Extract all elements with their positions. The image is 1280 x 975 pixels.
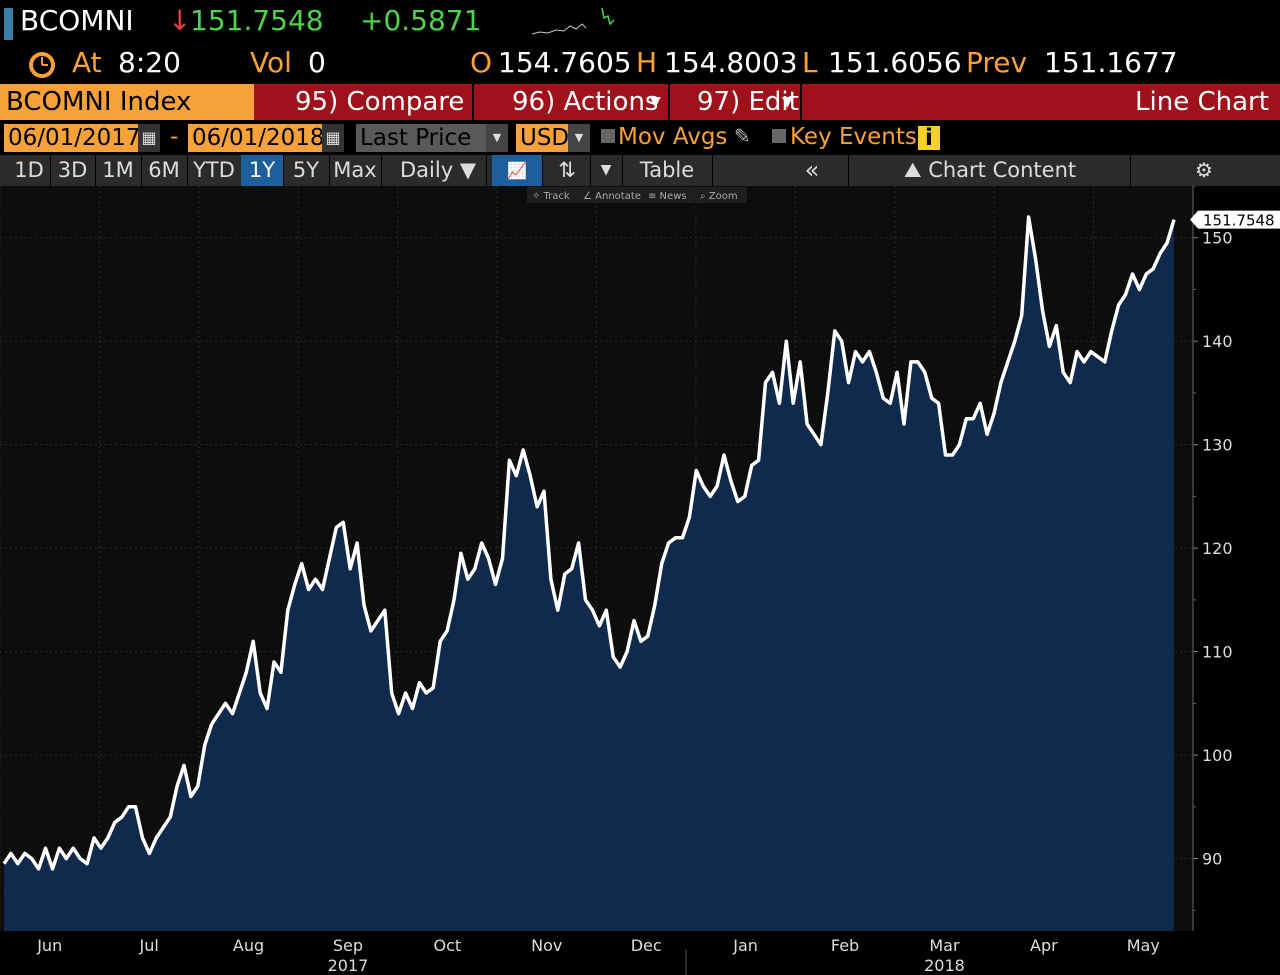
pencil-icon[interactable]: ✎ xyxy=(734,124,751,148)
collapse-icon[interactable]: « xyxy=(776,155,849,186)
frequency-select[interactable]: Daily ▼ xyxy=(390,155,487,186)
ticker-bar: BCOMNI ↓ 151.7548 +0.5871 xyxy=(0,0,1280,46)
range-button-1y[interactable]: 1Y xyxy=(241,155,284,186)
y-tick-label: 90 xyxy=(1202,850,1222,869)
chart-tool-annotate[interactable]: ∠ Annotate xyxy=(583,191,641,202)
last-value-label: 151.7548 xyxy=(1203,212,1275,230)
security-marker xyxy=(4,8,13,40)
chart-tool-zoom[interactable]: ⌕ Zoom xyxy=(700,191,738,202)
volume: 0 xyxy=(308,46,326,79)
chart-tool-news[interactable]: ≡ News xyxy=(648,191,687,202)
settings-icon[interactable]: ⚙ xyxy=(1195,158,1213,182)
last-value-marker xyxy=(1190,210,1280,229)
controls-bar: 06/01/2017 ▦ - 06/01/2018 ▦ Last Price ▼… xyxy=(0,121,1280,155)
x-tick-label: Sep xyxy=(333,936,363,955)
range-button-max[interactable]: Max xyxy=(329,155,382,186)
prev-price: 151.1677 xyxy=(1044,46,1178,79)
end-date-field[interactable]: 06/01/2018 xyxy=(188,124,325,152)
price-chart[interactable]: 90 100 110 120 130 140 150 Jun Jul Aug Sep Oct Nov D… xyxy=(0,186,1280,975)
edit-dropdown-icon: ▼ xyxy=(782,94,793,110)
high-label: H xyxy=(636,46,658,79)
x-tick-label: Apr xyxy=(1030,936,1058,955)
range-button-6m[interactable]: 6M xyxy=(141,155,188,186)
chart-tool-track[interactable]: ✧ Track xyxy=(532,191,570,202)
menu-divider xyxy=(668,84,670,120)
price-line xyxy=(2,215,1176,871)
menu-divider xyxy=(800,84,802,120)
low-price: 151.6056 xyxy=(828,46,962,79)
compare-button[interactable]: 95) Compare xyxy=(295,87,465,117)
mov-avgs-label[interactable]: Mov Avgs xyxy=(618,124,728,150)
calendar-icon[interactable]: ▦ xyxy=(138,124,160,152)
y-tick-label: 140 xyxy=(1202,332,1233,351)
menu-bar: BCOMNI Index 95) Compare 96) Actions ▼ 9… xyxy=(0,84,1280,120)
chart-style-dropdown-icon[interactable]: ▼ xyxy=(590,155,623,186)
field-dropdown-icon[interactable]: ▼ xyxy=(486,124,508,152)
chart-content-button[interactable]: ⛰ Chart Content xyxy=(850,155,1131,186)
sparkline-icon xyxy=(531,7,615,35)
x-tick-label: Jun xyxy=(36,936,62,955)
last-price: 151.7548 xyxy=(190,4,324,37)
mov-avgs-checkbox[interactable] xyxy=(601,129,615,143)
currency-dropdown-icon[interactable]: ▼ xyxy=(568,124,590,152)
date-separator: - xyxy=(170,124,179,150)
y-tick-label: 150 xyxy=(1202,229,1233,248)
x-tick-label: Jul xyxy=(138,936,158,955)
start-date-field[interactable]: 06/01/2017 xyxy=(4,124,141,152)
open-price: 154.7605 xyxy=(498,46,632,79)
y-tick-label: 100 xyxy=(1202,746,1233,765)
chart-type-title: Line Chart xyxy=(1135,87,1269,117)
line-chart-icon[interactable]: 📈 xyxy=(492,155,543,186)
net-change: +0.5871 xyxy=(360,4,482,37)
y-tick-label: 120 xyxy=(1202,539,1233,558)
year-label: 2017 xyxy=(328,956,369,975)
range-button-ytd[interactable]: YTD xyxy=(187,155,242,186)
actions-dropdown-icon: ▼ xyxy=(650,94,661,110)
x-tick-label: Aug xyxy=(233,936,264,955)
chart-style-icon[interactable]: ⇅ xyxy=(544,155,591,186)
y-tick-label: 110 xyxy=(1202,643,1233,662)
actions-button[interactable]: 96) Actions xyxy=(512,87,659,117)
ticker-symbol[interactable]: BCOMNI xyxy=(20,4,134,37)
calendar-icon[interactable]: ▦ xyxy=(322,124,344,152)
range-toolbar: 1D 3D 1M 6M YTD 1Y 5Y Max Daily ▼ 📈 ⇅ ▼ Table «⛰ Char… xyxy=(0,155,1280,186)
range-button-1m[interactable]: 1M xyxy=(95,155,142,186)
menu-divider xyxy=(472,84,474,120)
x-tick-label: Oct xyxy=(434,936,462,955)
year-label: 2018 xyxy=(924,956,965,975)
vol-label: Vol xyxy=(250,46,292,79)
at-label: At xyxy=(72,46,102,79)
key-events-checkbox[interactable] xyxy=(772,129,786,143)
range-button-3d[interactable]: 3D xyxy=(50,155,96,186)
prev-label: Prev xyxy=(966,46,1028,79)
quote-bar: At 8:20 Vol 0 O 154.7605 H 154.8003 L 15… xyxy=(0,46,1280,82)
table-button[interactable]: Table xyxy=(622,155,713,186)
info-icon[interactable]: i xyxy=(918,126,940,150)
open-label: O xyxy=(470,46,493,79)
quote-time: 8:20 xyxy=(118,46,181,79)
x-tick-label: Nov xyxy=(531,936,562,955)
x-tick-label: Feb xyxy=(831,936,859,955)
x-tick-label: Mar xyxy=(929,936,960,955)
security-field[interactable]: BCOMNI Index xyxy=(0,84,254,120)
chart-tools-bar xyxy=(527,187,747,203)
y-tick-label: 130 xyxy=(1202,436,1233,455)
field-select[interactable]: Last Price xyxy=(356,124,492,152)
clock-gauge-icon xyxy=(29,52,55,78)
down-arrow-icon: ↓ xyxy=(168,4,192,37)
range-button-1d[interactable]: 1D xyxy=(8,155,51,186)
high-price: 154.8003 xyxy=(664,46,798,79)
range-button-5y[interactable]: 5Y xyxy=(283,155,330,186)
edit-button[interactable]: 97) Edit xyxy=(697,87,799,117)
low-label: L xyxy=(802,46,818,79)
key-events-label[interactable]: Key Events xyxy=(790,124,917,150)
x-tick-label: May xyxy=(1127,936,1160,955)
x-tick-label: Jan xyxy=(732,936,758,955)
x-tick-label: Dec xyxy=(631,936,662,955)
currency-select[interactable]: USD xyxy=(516,124,572,152)
